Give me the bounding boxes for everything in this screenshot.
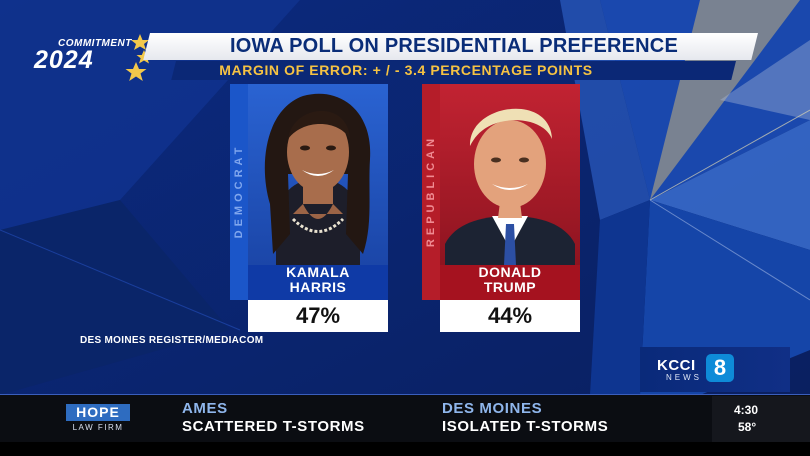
candidate-name-trump: DONALD TRUMP (440, 265, 580, 300)
sponsor-logo: HOPE LAW FIRM (58, 400, 136, 436)
weather-condition: ISOLATED T-STORMS (442, 418, 609, 435)
party-label: DEMOCRAT (233, 143, 245, 239)
source-credit: DES MOINES REGISTER/MEDIACOM (80, 335, 264, 346)
first-name: DONALD (478, 264, 542, 280)
ticker-bottom-bar (0, 442, 810, 456)
station-logo: KCCI NEWS 8 (640, 347, 790, 392)
current-time: 4:30 (734, 403, 759, 417)
weather-condition: SCATTERED T-STORMS (182, 418, 365, 435)
candidate-name-harris: KAMALA HARRIS (248, 265, 388, 300)
sponsor-sub: LAW FIRM (72, 423, 124, 432)
party-label: REPUBLICAN (425, 134, 437, 248)
sponsor-name: HOPE (66, 404, 130, 421)
last-name: TRUMP (483, 279, 537, 295)
last-name: HARRIS (289, 279, 347, 295)
current-temperature: 58° (738, 420, 757, 434)
station-sub: NEWS (666, 373, 702, 382)
station-name: KCCI (657, 357, 696, 374)
time-temp-box (712, 396, 810, 442)
percentage-trump: 44% (440, 300, 580, 332)
weather-city: AMES (182, 400, 228, 417)
weather-ticker (0, 395, 810, 442)
party-strip: REPUBLICAN (422, 84, 440, 300)
party-strip: DEMOCRAT (230, 84, 248, 300)
first-name: KAMALA (286, 264, 350, 280)
commitment-2024-logo: COMMITMENT 2024 (30, 34, 155, 86)
channel-number: 8 (706, 354, 734, 382)
candidate-photo-trump (440, 84, 580, 265)
page-title: IOWA POLL ON PRESIDENTIAL PREFERENCE (230, 35, 678, 57)
logo-commitment-text: COMMITMENT (58, 38, 132, 49)
logo-year: 2024 (34, 46, 94, 74)
margin-of-error-text: MARGIN OF ERROR: + / - 3.4 PERCENTAGE PO… (219, 62, 593, 78)
percentage-harris: 47% (248, 300, 388, 332)
weather-city: DES MOINES (442, 400, 543, 417)
candidate-photo-harris (248, 84, 388, 265)
